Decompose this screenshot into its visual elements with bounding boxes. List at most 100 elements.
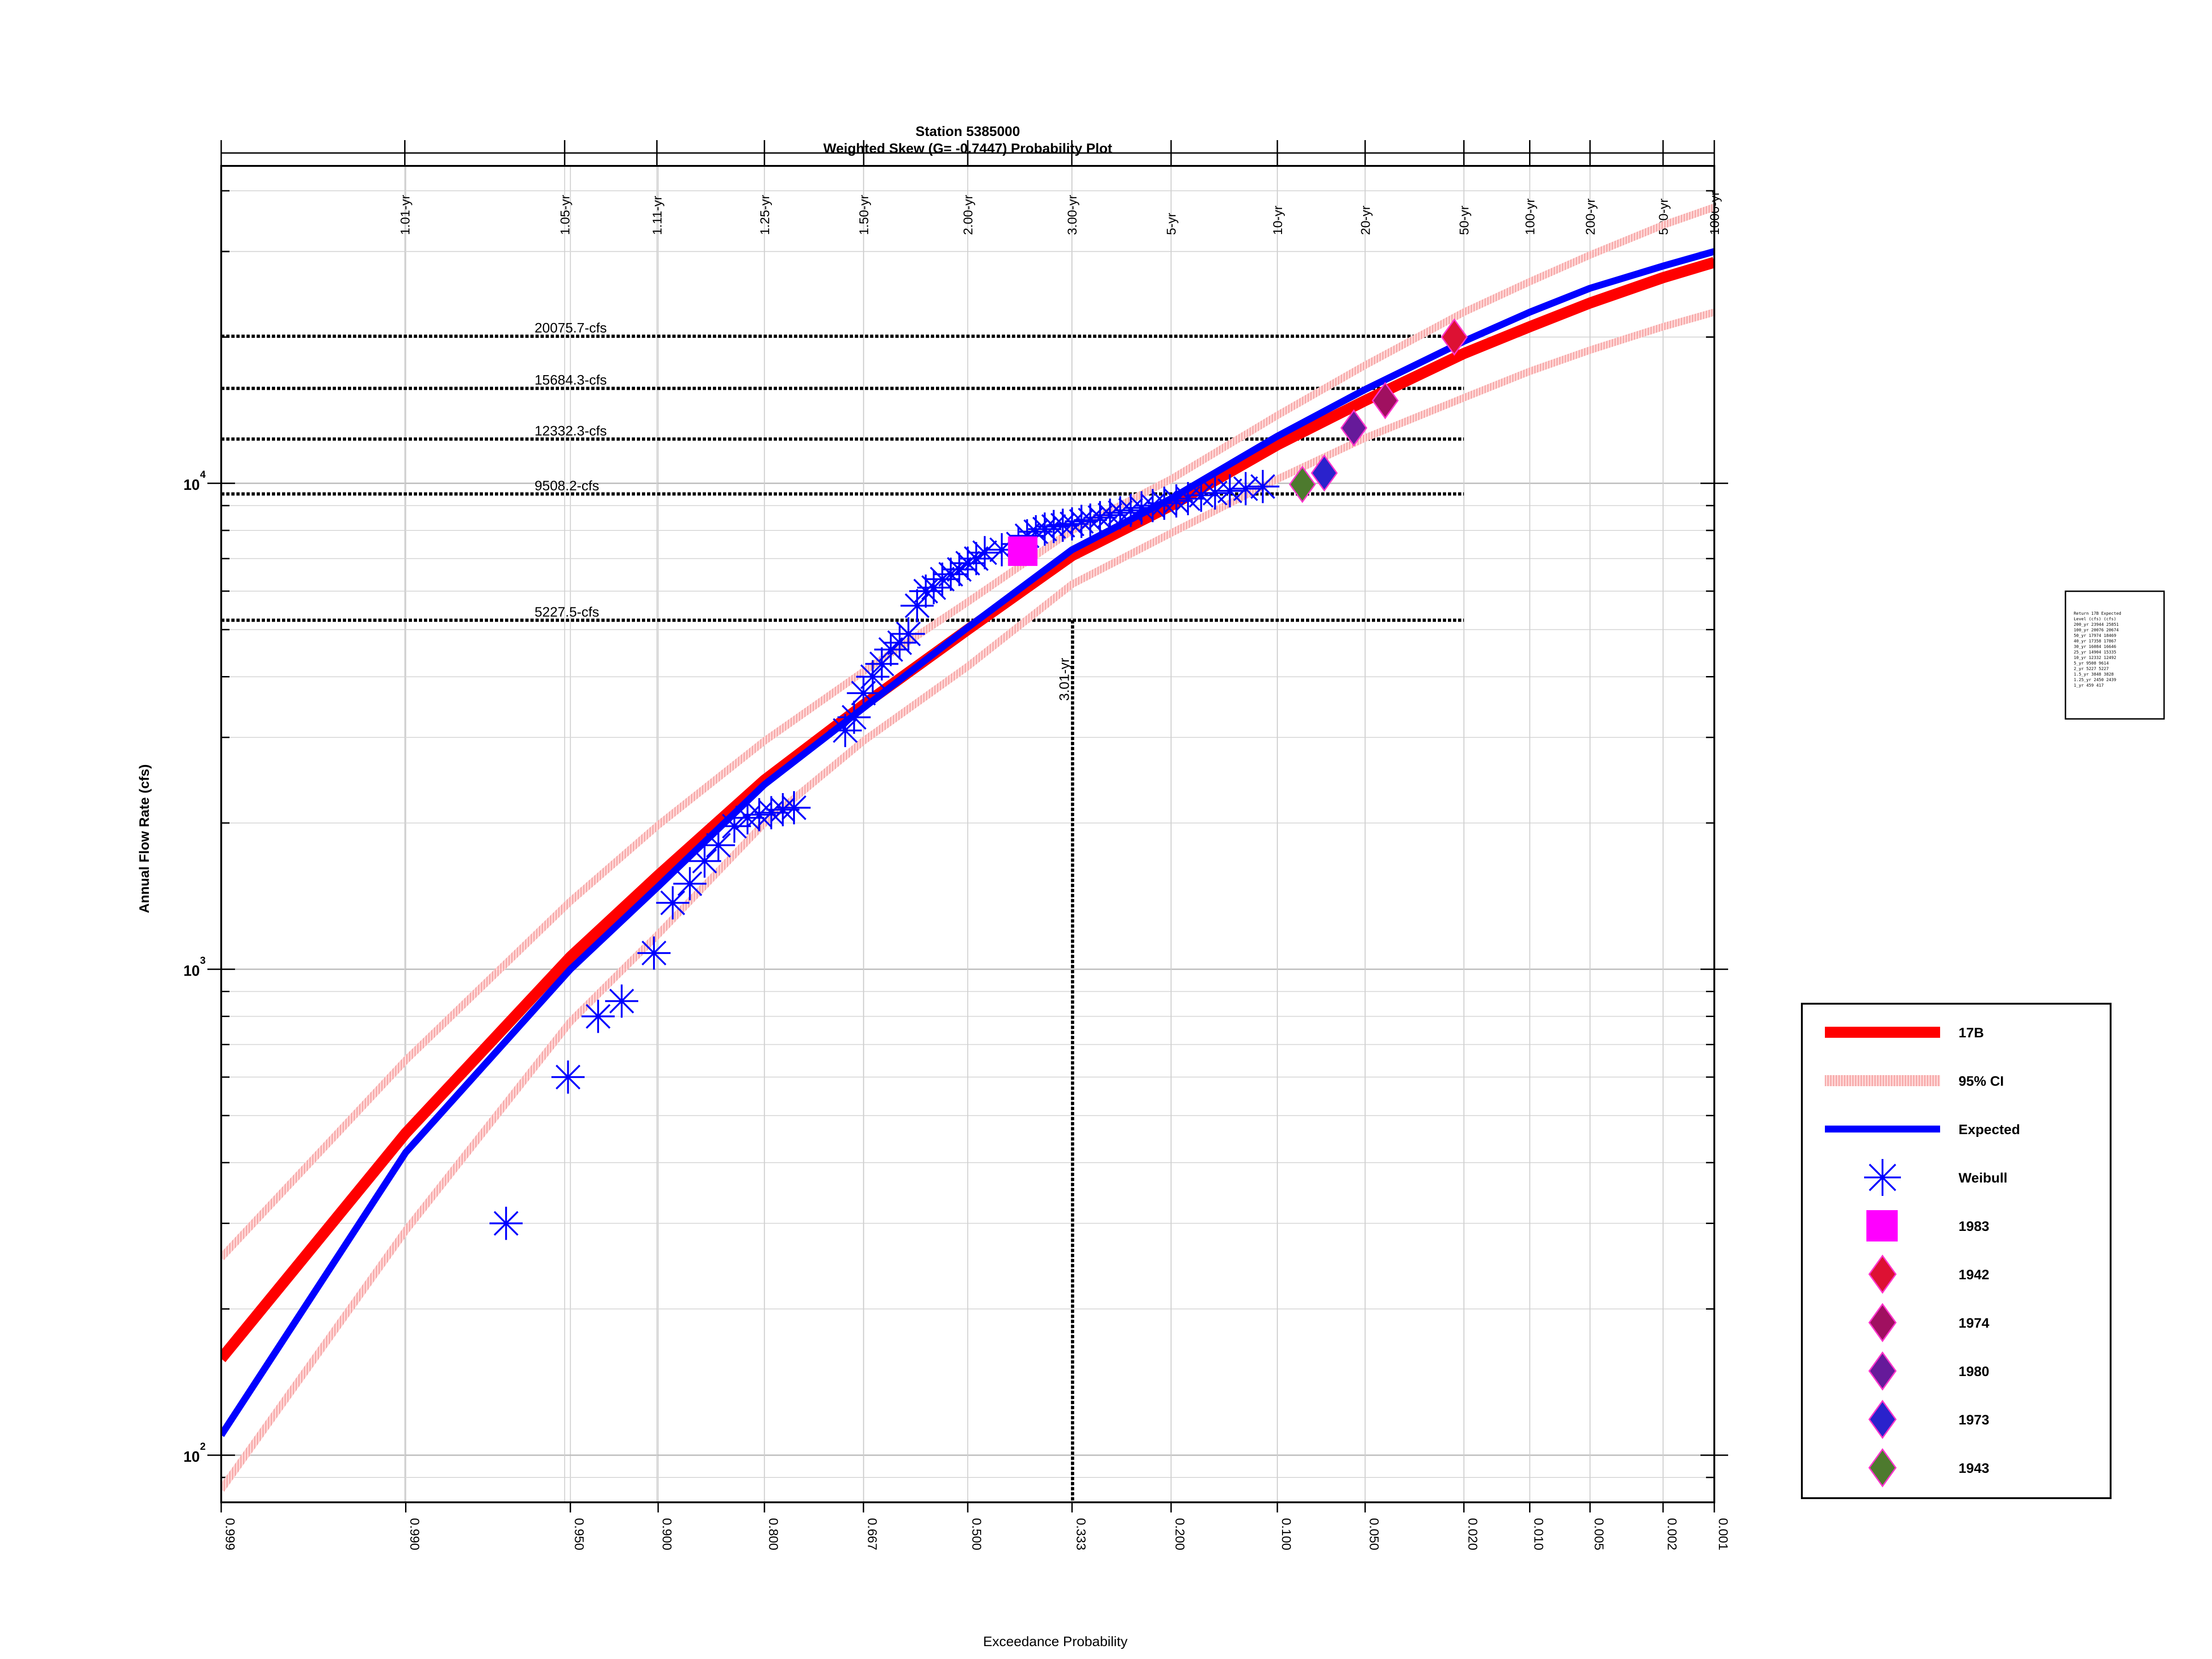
reference-flow-lines: 20075.7-cfs 15684.3-cfs 12332.3-cfs 9508.2-… [221, 321, 1464, 1502]
x-tick-label: 0.667 [865, 1518, 880, 1550]
x-tick-label: 0.001 [1716, 1518, 1730, 1550]
weibull-point [742, 798, 776, 831]
legend-swatch-1973 [1868, 1400, 1897, 1439]
return-table-row: 25_yr 14904 15335 [2074, 650, 2116, 655]
legend-label: 1973 [1959, 1412, 1989, 1428]
x-tick-label: 0.950 [572, 1518, 587, 1550]
x-tick-label: 0.010 [1532, 1518, 1546, 1550]
series-line-17b [221, 257, 1714, 1362]
reference-flow-label: 12332.3-cfs [535, 424, 607, 439]
weibull-point [688, 844, 721, 878]
axis-ticks: 0.999 0.990 0.950 0.900 0.800 0.667 0.500 0.333… [183, 140, 1730, 1550]
x-tick-label: 0.800 [766, 1518, 781, 1550]
legend-label: 1942 [1959, 1267, 1989, 1282]
legend-label: 17B [1959, 1025, 1984, 1041]
marker-layer [489, 318, 1468, 1240]
weibull-point [1147, 487, 1181, 520]
weibull-point [1083, 501, 1117, 535]
return-table-row: 1.25_yr 2450 2439 [2074, 678, 2116, 682]
legend-label: 1980 [1959, 1364, 1989, 1379]
return-period-label: 50-yr [1457, 206, 1471, 235]
weibull-point [777, 791, 811, 824]
return-table-row: 30_yr 16084 16646 [2074, 645, 2116, 649]
legend-label: Expected [1959, 1122, 2020, 1137]
legend: 17B 95% CI Expected Weibull 1983 1942 1974 1980… [1801, 1003, 2112, 1499]
weibull-point [605, 984, 639, 1018]
return-table-row: 2_yr 5227 5227 [2074, 667, 2109, 671]
x-tick-label: 0.005 [1592, 1518, 1606, 1550]
weibull-point [1246, 470, 1280, 503]
reference-flow-label: 20075.7-cfs [535, 321, 607, 336]
return-period-label: 20-yr [1358, 206, 1372, 235]
return-period-label: 1.05-yr [558, 195, 572, 235]
x-tick-label: 0.020 [1466, 1518, 1480, 1550]
legend-swatch-1980 [1868, 1351, 1897, 1391]
legend-swatch-weibull [1864, 1159, 1901, 1196]
return-period-label: 100-yr [1523, 199, 1537, 235]
return-table-row: Return 17B Expected [2074, 612, 2121, 616]
return-table-row: 200_yr 23944 25851 [2074, 623, 2119, 627]
y-axis-label: Annual Flow Rate (cfs) [137, 764, 152, 913]
return-period-label: 1.50-yr [857, 195, 871, 235]
weibull-point [637, 936, 671, 970]
marker-1943 [1288, 465, 1316, 503]
plot-frame [220, 165, 1715, 1503]
return-table-row: 40_yr 17358 17867 [2074, 639, 2116, 644]
ci-lower-line [221, 308, 1714, 1492]
weibull-point [701, 829, 735, 862]
weibull-point [837, 700, 871, 734]
return-period-label: 200-yr [1583, 199, 1597, 235]
return-period-label: 5-yr [1164, 213, 1178, 235]
return-table-row: 5_yr 9508 9614 [2074, 661, 2109, 666]
return-table-row: 100_yr 20076 20674 [2074, 628, 2119, 633]
x-tick-label: 0.990 [407, 1518, 422, 1550]
return-period-label: 1.25-yr [758, 195, 772, 235]
legend-label: 95% CI [1959, 1074, 2004, 1089]
x-tick-label: 0.200 [1173, 1518, 1187, 1550]
marker-1983 [1008, 536, 1038, 566]
weibull-point [673, 867, 706, 900]
x-tick-label: 0.333 [1074, 1518, 1088, 1550]
legend-label: Weibull [1959, 1171, 2007, 1186]
y-tick-label-exp: 4 [200, 469, 206, 480]
weibull-point [581, 1000, 615, 1033]
return-period-label: 1.01-yr [398, 195, 412, 235]
legend-label: 1983 [1959, 1219, 1989, 1234]
legend-swatch-1943 [1868, 1448, 1897, 1488]
y-tick-label-exp: 2 [200, 1441, 206, 1452]
weibull-point [1229, 472, 1263, 506]
marker-1980 [1340, 409, 1368, 447]
return-period-label: 1.11-yr [650, 196, 664, 235]
weibull-point [1198, 476, 1232, 510]
legend-label: 1943 [1959, 1461, 1989, 1476]
weibull-point [1213, 474, 1247, 508]
weibull-point [847, 677, 880, 710]
weibull-point [1171, 482, 1205, 516]
x-tick-label: 0.900 [660, 1518, 674, 1550]
legend-label: 1974 [1959, 1316, 1989, 1331]
return-period-label: 2.00-yr [961, 195, 975, 235]
return-table-row: 1.5_yr 3848 3828 [2074, 672, 2114, 677]
weibull-point [874, 633, 907, 666]
reference-flow-label: 15684.3-cfs [535, 373, 607, 388]
weibull-point [951, 547, 984, 580]
weibull-point [1093, 498, 1127, 532]
marker-1973 [1311, 454, 1338, 492]
y-tick-label-exp: 3 [200, 954, 206, 966]
chart-title: Station 5385000 [916, 124, 1020, 139]
return-table-row: 1_yr 459 417 [2074, 683, 2104, 688]
reference-flow-label: 9508.2-cfs [535, 478, 599, 494]
weibull-point [551, 1060, 585, 1094]
marker-1974 [1371, 382, 1399, 419]
x-axis-label: Exceedance Probability [983, 1634, 1128, 1649]
return-period-label: 10-yr [1271, 206, 1285, 235]
reference-flow-label: 5227.5-cfs [535, 605, 599, 620]
vertical-marker-label: 3.01-yr [1057, 658, 1072, 700]
series-line-expected [221, 248, 1714, 1437]
legend-swatch-1974 [1868, 1303, 1897, 1342]
return-table-row: 10_yr 12332 12492 [2074, 656, 2116, 660]
return-table-row: Level (cfs) (cfs) [2074, 617, 2116, 622]
